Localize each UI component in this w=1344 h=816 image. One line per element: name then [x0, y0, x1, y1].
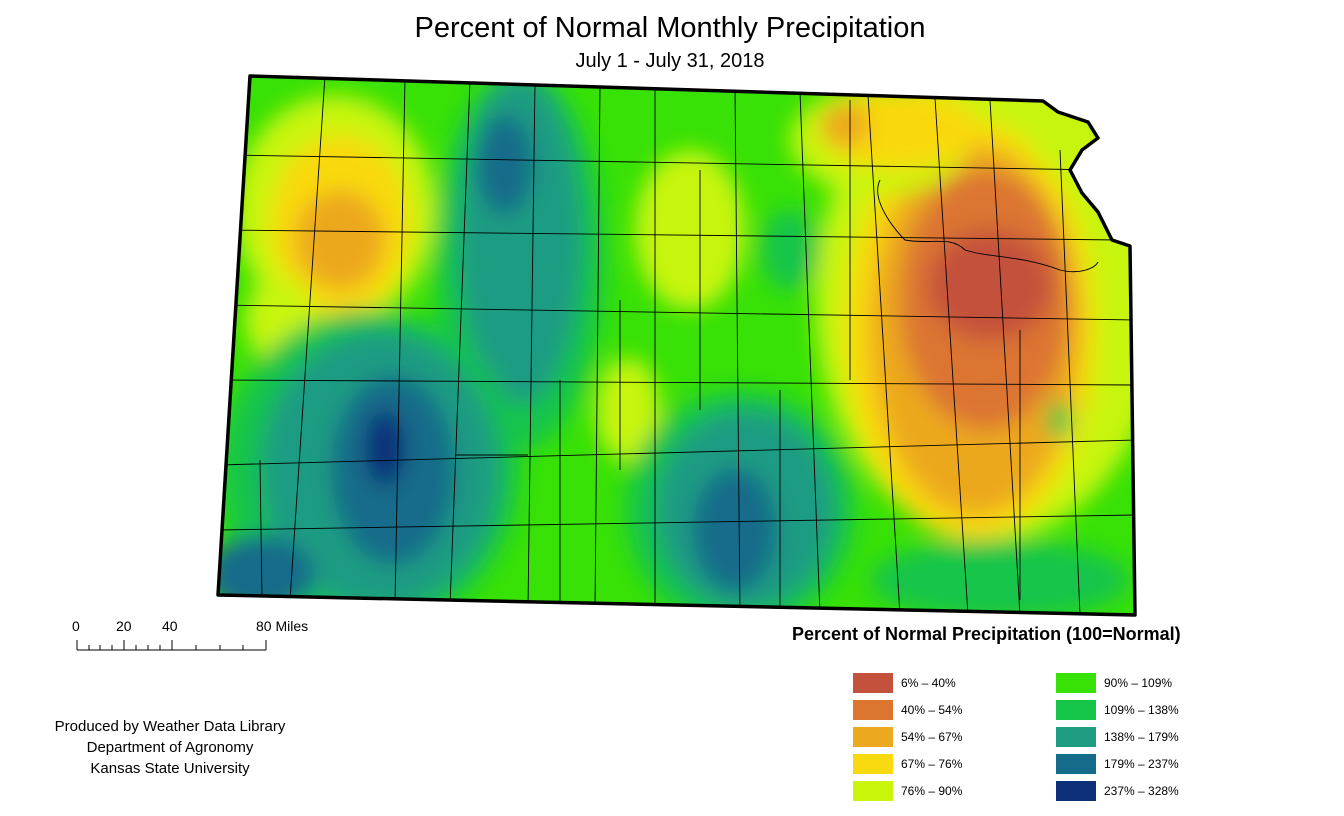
map-subtitle: July 1 - July 31, 2018 [575, 50, 765, 72]
legend-item: 109% – 138% [1056, 700, 1256, 720]
legend-item: 67% – 76% [853, 754, 1053, 774]
legend-label: 54% – 67% [901, 730, 963, 744]
legend-swatch [1056, 754, 1096, 774]
credit-line: Kansas State University [90, 760, 250, 777]
scale-tick-label: 80 Miles [256, 618, 309, 634]
legend-label: 179% – 237% [1104, 757, 1179, 771]
legend-item: 76% – 90% [853, 781, 1053, 801]
legend-label: 40% – 54% [901, 703, 963, 717]
legend-swatch [1056, 781, 1096, 801]
legend-item: 138% – 179% [1056, 727, 1256, 747]
legend-swatch [853, 700, 893, 720]
county-lines [218, 76, 1135, 615]
legend-swatch [1056, 673, 1096, 693]
legend-label: 90% – 109% [1104, 676, 1173, 690]
precipitation-surface [218, 76, 1135, 615]
legend-swatch [853, 754, 893, 774]
legend-item: 237% – 328% [1056, 781, 1256, 801]
legend-item: 40% – 54% [853, 700, 1053, 720]
credits: Produced by Weather Data Library Departm… [10, 716, 330, 779]
legend-swatch [1056, 727, 1096, 747]
legend-swatch [853, 781, 893, 801]
legend-label: 76% – 90% [901, 784, 963, 798]
legend-item: 90% – 109% [1056, 673, 1256, 693]
scale-tick-label: 40 [162, 618, 178, 634]
legend-item: 54% – 67% [853, 727, 1053, 747]
legend-label: 109% – 138% [1104, 703, 1179, 717]
legend-swatch [853, 673, 893, 693]
legend-swatch [853, 727, 893, 747]
credit-line: Produced by Weather Data Library [54, 718, 286, 735]
legend-title: Percent of Normal Precipitation (100=Nor… [792, 624, 1181, 644]
legend-item: 179% – 237% [1056, 754, 1256, 774]
legend-item: 6% – 40% [853, 673, 1053, 693]
scale-tick-label: 20 [116, 618, 132, 634]
scale-bar-graphic [76, 640, 267, 651]
scale-tick-label: 0 [72, 618, 80, 634]
kansas-state-border [216, 74, 1137, 617]
scale-bar: 0 20 40 80 Miles [60, 612, 360, 662]
legend-label: 138% – 179% [1104, 730, 1179, 744]
legend-label: 67% – 76% [901, 757, 963, 771]
legend-swatch [1056, 700, 1096, 720]
credit-line: Department of Agronomy [86, 739, 254, 756]
legend-label: 6% – 40% [901, 676, 956, 690]
map-title: Percent of Normal Monthly Precipitation [414, 12, 926, 44]
legend-label: 237% – 328% [1104, 784, 1179, 798]
